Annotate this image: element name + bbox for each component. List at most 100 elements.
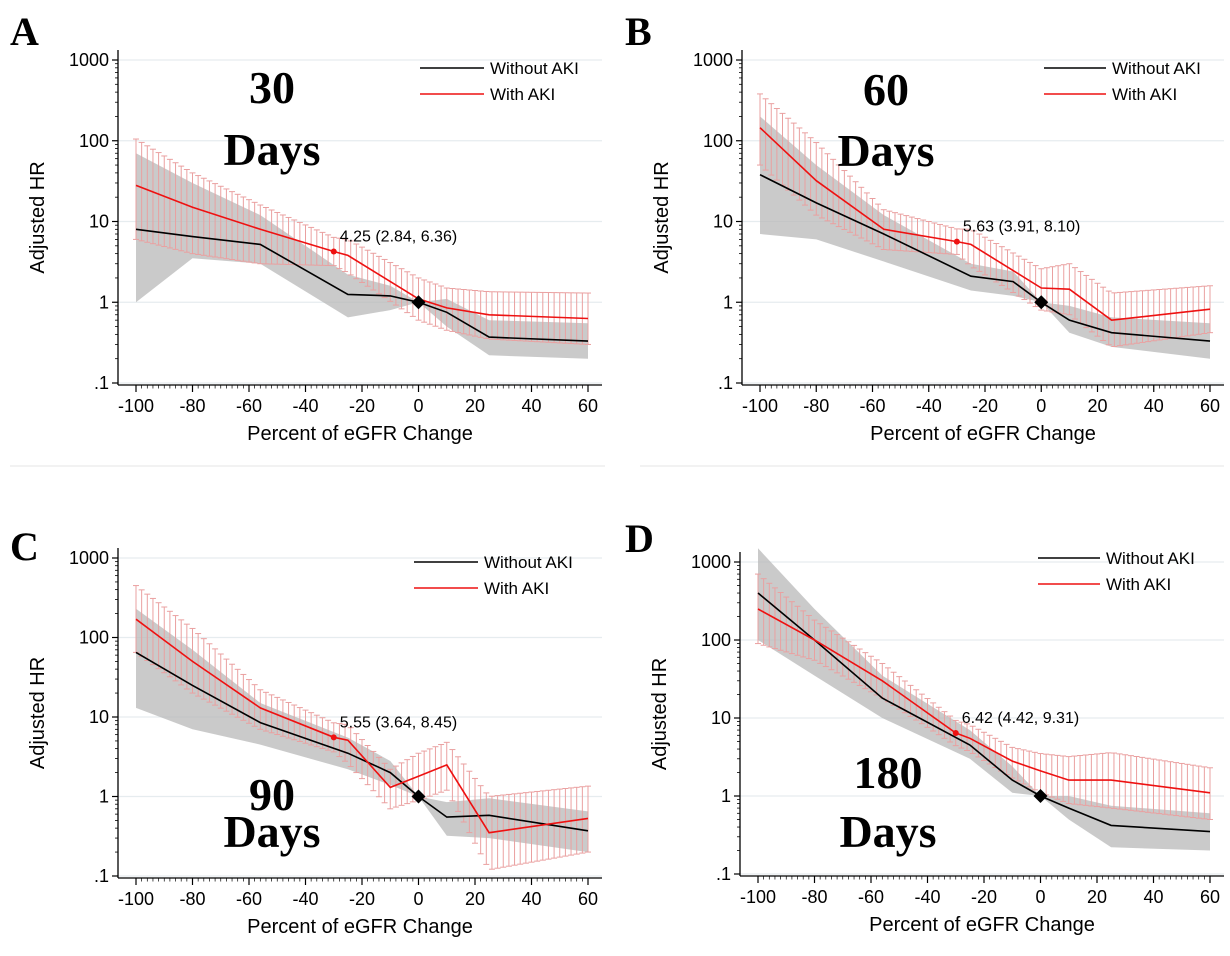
timepoint-unit: Days <box>223 806 320 857</box>
timepoint-number: 90 <box>249 769 295 820</box>
ci-spikes-with-aki <box>755 573 1213 820</box>
x-axis-title: Percent of eGFR Change <box>870 423 1096 445</box>
y-tick-label: 100 <box>79 131 109 151</box>
series-line-with-aki <box>759 127 1211 322</box>
annotation-label: 6.42 (4.42, 9.31) <box>962 710 1079 727</box>
x-tick-label: 0 <box>413 889 423 909</box>
legend: Without AKI With AKI <box>414 553 573 598</box>
y-tick-label: 10 <box>711 708 731 728</box>
y-tick-label: 1000 <box>69 50 109 70</box>
annotation-label: 4.25 (2.84, 6.36) <box>340 229 457 246</box>
timepoint-unit: Days <box>839 806 936 857</box>
y-tick-label: 100 <box>703 131 733 151</box>
series-line-without-aki <box>759 173 1211 342</box>
panel-A: 4.25 (2.84, 6.36) .1 1 10 100 1000 -100 -80 -60 -… <box>10 9 605 467</box>
timepoint-number: 30 <box>249 62 295 113</box>
x-tick-label: 40 <box>1144 396 1164 416</box>
y-tick-label: 10 <box>89 707 109 727</box>
legend-label: Without AKI <box>1106 549 1195 568</box>
y-axis-title: Adjusted HR <box>651 161 673 273</box>
series-line-without-aki <box>757 592 1211 833</box>
x-tick-label: 20 <box>1087 396 1107 416</box>
x-tick-label: -100 <box>740 887 776 907</box>
x-tick-label: -20 <box>972 396 998 416</box>
series-line-with-aki <box>135 618 589 834</box>
x-tick-label: 40 <box>521 889 541 909</box>
y-axis-title: Adjusted HR <box>27 161 49 273</box>
legend-label: Without AKI <box>490 59 579 78</box>
panel-letter: C <box>10 524 39 569</box>
timepoint-number: 60 <box>863 64 909 115</box>
x-tick-label: -40 <box>292 889 318 909</box>
panel-B: 5.63 (3.91, 8.10) .1 1 10 100 1000 -100 -80 -60 -… <box>625 9 1224 467</box>
panel-C: 5.55 (3.64, 8.45) .1 1 10 100 1000 -100 -80 -60 -… <box>10 524 602 938</box>
x-tick-label: 60 <box>1200 396 1220 416</box>
ci-spikes-with-aki <box>757 93 1213 347</box>
y-tick-label: .1 <box>94 866 109 886</box>
x-tick-label: -40 <box>916 396 942 416</box>
series-line-with-aki <box>757 608 1211 794</box>
x-tick-label: -80 <box>179 396 205 416</box>
annotation-point <box>330 734 337 741</box>
timepoint-unit: Days <box>837 125 934 176</box>
x-tick-label: 60 <box>1200 887 1220 907</box>
legend: Without AKI With AKI <box>1038 549 1195 594</box>
ci-band-without-aki <box>758 548 1210 851</box>
reference-marker <box>411 789 426 804</box>
legend-label: Without AKI <box>1112 59 1201 78</box>
legend-label: Without AKI <box>484 553 573 572</box>
legend-label: With AKI <box>490 85 555 104</box>
x-axis-title: Percent of eGFR Change <box>247 916 473 938</box>
legend-label: With AKI <box>484 579 549 598</box>
x-tick-label: -20 <box>349 396 375 416</box>
x-tick-label: -60 <box>859 396 885 416</box>
annotation-label: 5.55 (3.64, 8.45) <box>340 714 457 731</box>
y-axis-title: Adjusted HR <box>649 658 671 770</box>
series-line-without-aki <box>135 651 589 832</box>
y-tick-label: .1 <box>718 373 733 393</box>
x-tick-label: 0 <box>413 396 423 416</box>
x-axis-title: Percent of eGFR Change <box>247 423 473 445</box>
y-tick-label: 1 <box>723 292 733 312</box>
series-line-with-aki <box>135 184 589 320</box>
x-tick-label: 60 <box>578 889 598 909</box>
panel-D: 6.42 (4.42, 9.31) .1 1 10 100 1000 -100 -80 -60 -… <box>625 516 1224 936</box>
x-tick-label: -100 <box>742 396 778 416</box>
y-tick-label: 10 <box>713 212 733 232</box>
y-tick-label: .1 <box>716 864 731 884</box>
annotation-point <box>952 730 959 737</box>
y-tick-label: 100 <box>701 630 731 650</box>
x-tick-label: -100 <box>118 396 154 416</box>
x-tick-label: 20 <box>465 889 485 909</box>
x-tick-label: -60 <box>858 887 884 907</box>
y-tick-label: 1000 <box>69 548 109 568</box>
y-tick-label: 1 <box>99 292 109 312</box>
legend-label: With AKI <box>1112 85 1177 104</box>
x-axis-title: Percent of eGFR Change <box>869 914 1095 936</box>
panel-letter: A <box>10 9 39 54</box>
reference-marker <box>411 295 426 310</box>
y-tick-label: 1000 <box>693 50 733 70</box>
y-tick-label: 100 <box>79 628 109 648</box>
legend: Without AKI With AKI <box>420 59 579 104</box>
y-axis-title: Adjusted HR <box>27 657 49 769</box>
x-tick-label: 40 <box>1143 887 1163 907</box>
timepoint-number: 180 <box>854 747 923 798</box>
y-tick-label: 1 <box>721 786 731 806</box>
legend-label: With AKI <box>1106 575 1171 594</box>
x-tick-label: -60 <box>236 396 262 416</box>
x-tick-label: -20 <box>971 887 997 907</box>
annotation-point <box>953 238 960 245</box>
y-tick-label: 10 <box>89 212 109 232</box>
x-tick-label: -80 <box>803 396 829 416</box>
annotation-point <box>330 248 337 255</box>
x-tick-label: 0 <box>1035 887 1045 907</box>
timepoint-unit: Days <box>223 124 320 175</box>
panel-letter: B <box>625 9 652 54</box>
x-tick-label: -20 <box>349 889 375 909</box>
x-tick-label: -80 <box>179 889 205 909</box>
reference-marker <box>1033 789 1048 803</box>
reference-marker <box>1034 295 1049 310</box>
x-tick-label: 40 <box>521 396 541 416</box>
